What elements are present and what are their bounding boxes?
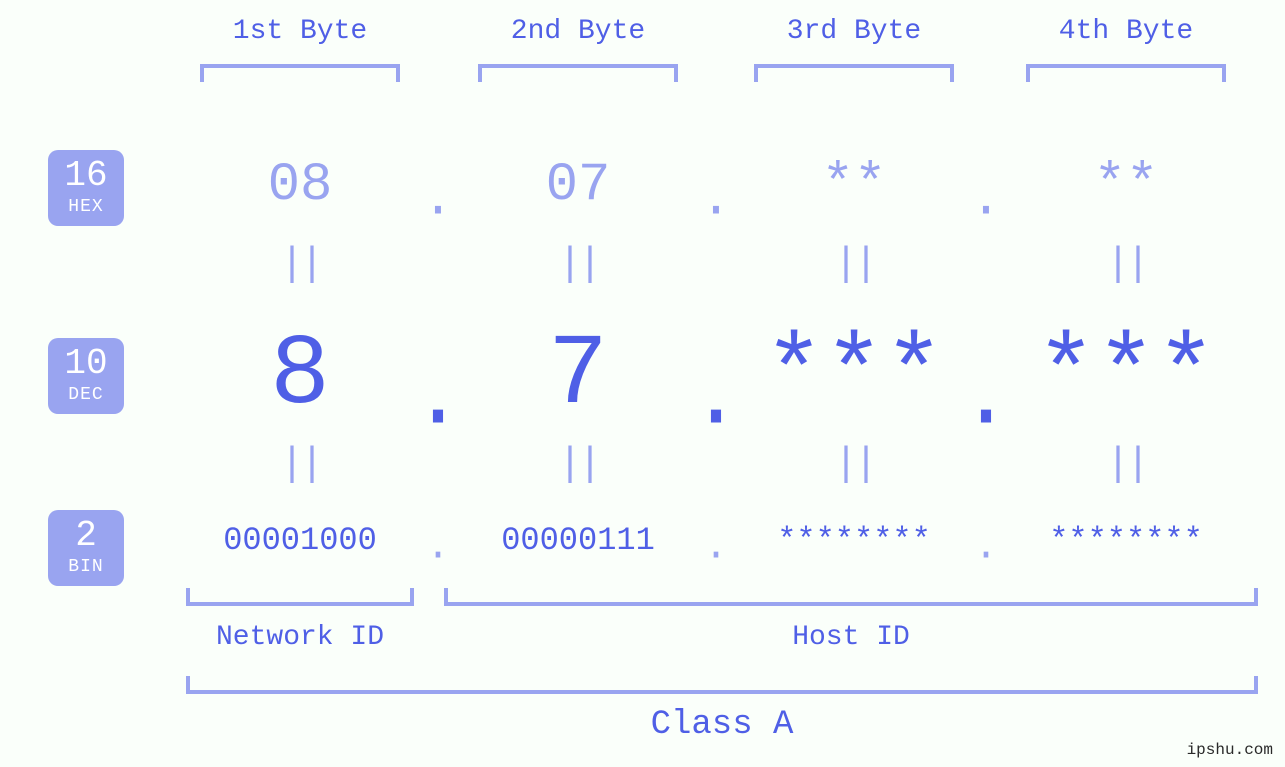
byte-bracket-1 <box>200 64 400 82</box>
equals-icon: || <box>834 443 874 488</box>
dec-dot: . <box>412 351 465 450</box>
network-id-label: Network ID <box>216 622 384 653</box>
hex-byte-4: ** <box>1094 155 1159 216</box>
bin-byte-2: 00000111 <box>501 522 655 559</box>
hex-byte-3: ** <box>822 155 887 216</box>
hex-dot: . <box>700 171 731 230</box>
base-badge-dec: 10 DEC <box>48 338 124 414</box>
byte-header-2: 2nd Byte <box>511 16 645 47</box>
byte-header-3: 3rd Byte <box>787 16 921 47</box>
byte-header-4: 4th Byte <box>1059 16 1193 47</box>
base-label: BIN <box>48 558 124 576</box>
bin-dot: . <box>704 526 728 571</box>
equals-icon: || <box>834 243 874 288</box>
bin-byte-4: ******** <box>1049 522 1203 559</box>
host-id-bracket <box>444 588 1258 606</box>
ip-notation-diagram: 1st Byte 2nd Byte 3rd Byte 4th Byte 16 H… <box>0 0 1285 767</box>
watermark: ipshu.com <box>1187 741 1273 759</box>
ip-class-label: Class A <box>651 706 794 744</box>
byte-header-1: 1st Byte <box>233 16 367 47</box>
dec-byte-1: 8 <box>270 320 330 433</box>
equals-icon: || <box>558 243 598 288</box>
base-number: 2 <box>48 518 124 554</box>
host-id-label: Host ID <box>792 622 910 653</box>
byte-bracket-2 <box>478 64 678 82</box>
byte-bracket-4 <box>1026 64 1226 82</box>
base-label: DEC <box>48 386 124 404</box>
class-bracket <box>186 676 1258 694</box>
bin-byte-1: 00001000 <box>223 522 377 559</box>
equals-icon: || <box>280 243 320 288</box>
equals-icon: || <box>280 443 320 488</box>
bin-dot: . <box>426 526 450 571</box>
hex-byte-2: 07 <box>546 155 611 216</box>
dec-byte-2: 7 <box>548 320 608 433</box>
hex-dot: . <box>970 171 1001 230</box>
hex-byte-1: 08 <box>268 155 333 216</box>
byte-bracket-3 <box>754 64 954 82</box>
equals-icon: || <box>1106 243 1146 288</box>
bin-dot: . <box>974 526 998 571</box>
base-number: 10 <box>48 346 124 382</box>
dec-dot: . <box>960 351 1013 450</box>
dec-dot: . <box>690 351 743 450</box>
base-badge-bin: 2 BIN <box>48 510 124 586</box>
equals-icon: || <box>1106 443 1146 488</box>
hex-dot: . <box>422 171 453 230</box>
dec-byte-4: *** <box>1036 320 1216 433</box>
bin-byte-3: ******** <box>777 522 931 559</box>
base-number: 16 <box>48 158 124 194</box>
base-badge-hex: 16 HEX <box>48 150 124 226</box>
equals-icon: || <box>558 443 598 488</box>
network-id-bracket <box>186 588 414 606</box>
dec-byte-3: *** <box>764 320 944 433</box>
base-label: HEX <box>48 198 124 216</box>
